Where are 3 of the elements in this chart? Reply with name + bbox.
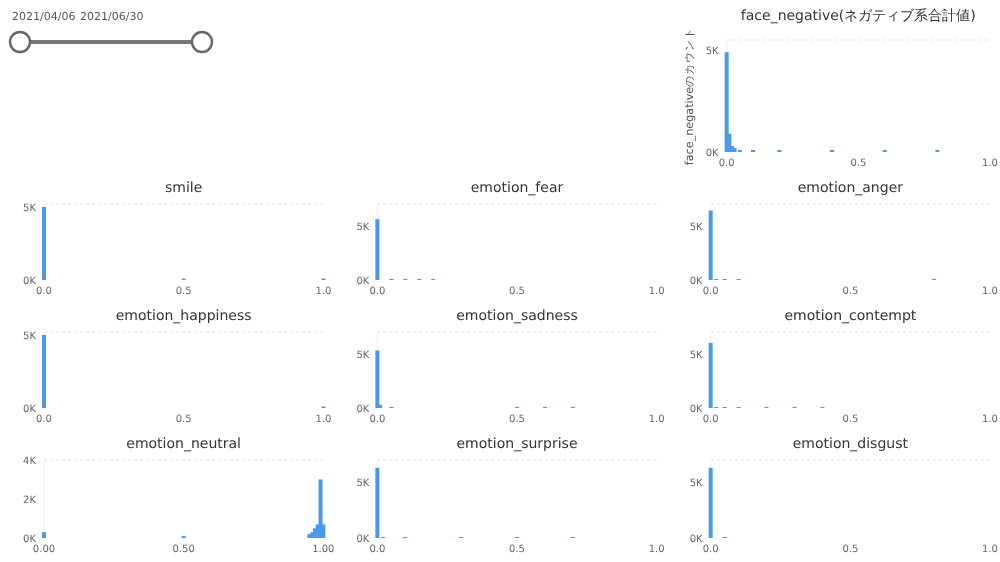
bar (375, 350, 380, 408)
bar (724, 52, 729, 152)
bar (42, 532, 46, 538)
